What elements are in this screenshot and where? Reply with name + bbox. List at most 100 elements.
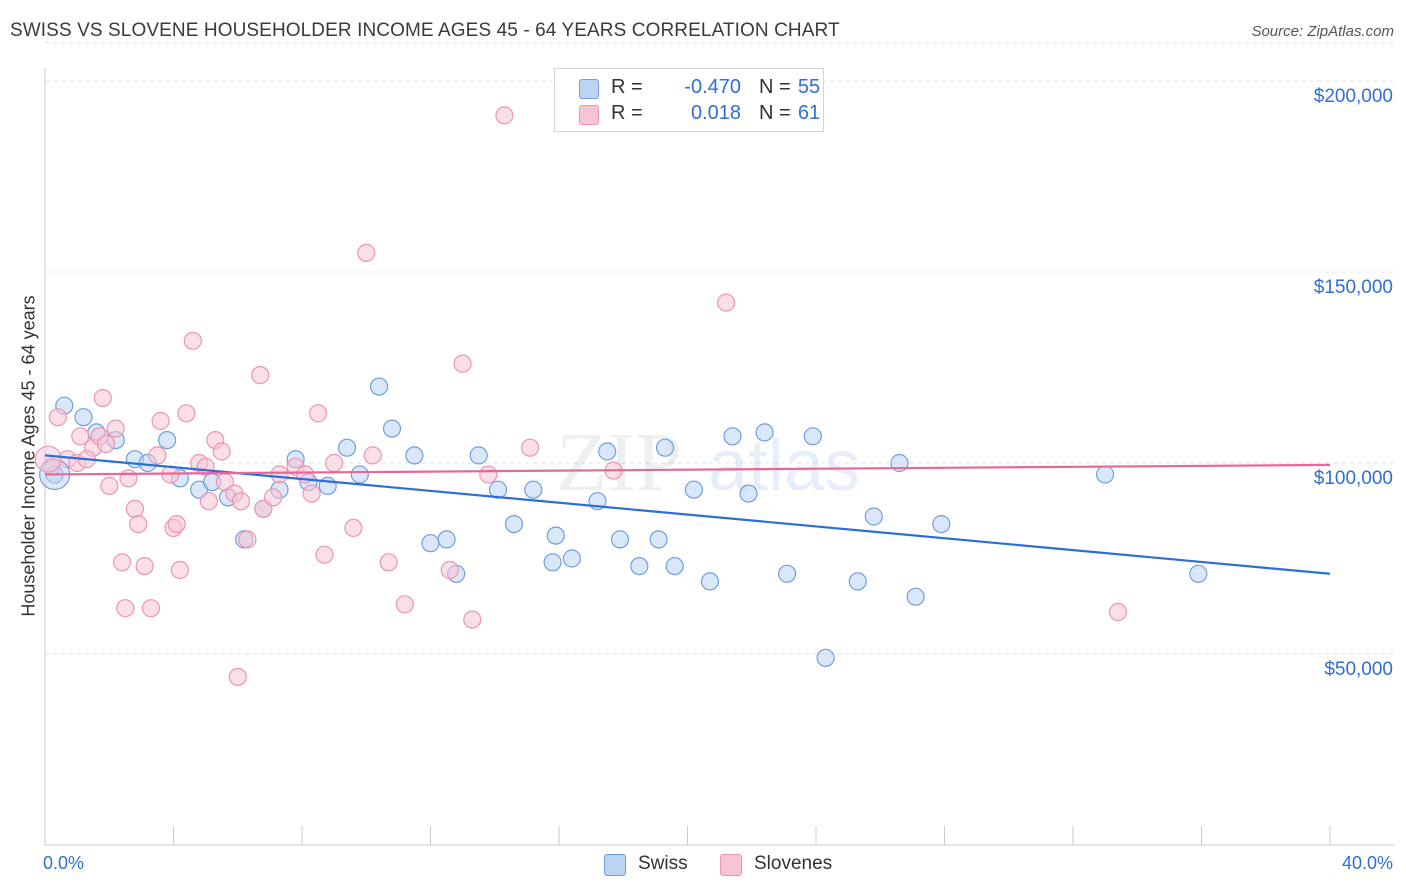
slovenes-point <box>106 419 125 438</box>
swiss-point <box>739 484 758 503</box>
slovenes-point <box>170 560 189 580</box>
slovenes-point <box>238 530 257 549</box>
slovenes-point <box>463 610 482 629</box>
bottom-legend-label: Slovenes <box>754 853 833 874</box>
slovenes-point <box>112 553 132 572</box>
chart-title: SWISS VS SLOVENE HOUSEHOLDER INCOME AGES… <box>10 20 840 41</box>
slovenes-point-cluster <box>34 445 62 473</box>
swiss-point <box>405 446 424 465</box>
swiss-point <box>543 553 562 572</box>
bottom-legend-label: Swiss <box>638 853 688 874</box>
swiss-point <box>546 526 565 545</box>
slovenes-point <box>96 434 116 453</box>
slovenes-point <box>453 354 472 373</box>
swiss-point <box>655 438 675 457</box>
data-points <box>34 106 1208 687</box>
y-tick-label: $100,000 <box>1313 468 1393 489</box>
slovenes-point <box>119 469 138 488</box>
legend-n-label: N = <box>759 76 791 98</box>
legend-r-label: R = <box>611 102 643 124</box>
slovenes-point <box>93 389 112 408</box>
slovenes-point <box>363 446 382 465</box>
slovenes-point <box>315 545 334 564</box>
swiss-point <box>382 419 402 438</box>
swiss-point <box>524 480 543 499</box>
bottom-legend-swatch-slovenes <box>720 854 742 876</box>
slovenes-point <box>270 465 289 484</box>
trend-lines <box>44 454 1331 575</box>
swiss-point <box>816 648 835 667</box>
slovenes-point <box>1108 602 1128 622</box>
swiss-point <box>700 572 720 591</box>
swiss-point <box>1095 465 1115 484</box>
slovenes-point <box>71 427 90 446</box>
source-label: Source: ZipAtlas.com <box>1251 23 1394 40</box>
swiss-point <box>630 556 649 576</box>
slovenes-point <box>357 243 376 262</box>
legend-n-label: N = <box>759 102 791 124</box>
swiss-point <box>562 549 582 568</box>
slovenes-point <box>135 556 154 576</box>
swiss-point <box>469 446 488 465</box>
slovenes-point <box>325 453 344 473</box>
slovenes-point <box>309 404 328 423</box>
y-tick-label: $50,000 <box>1324 659 1393 680</box>
slovenes-point <box>116 599 135 618</box>
slovenes-point <box>495 106 514 125</box>
swiss-point <box>755 423 774 442</box>
swiss-trend-line <box>44 454 1331 575</box>
swiss-point <box>350 465 369 484</box>
legend-r-label: R = <box>611 76 643 98</box>
y-tick-label: $150,000 <box>1313 277 1393 298</box>
x-tick-label-min: 0.0% <box>43 853 85 873</box>
slovenes-point <box>199 492 218 511</box>
swiss-point <box>370 377 389 396</box>
slovenes-trend-line <box>44 463 1331 476</box>
slovenes-point <box>183 331 202 350</box>
swiss-point <box>337 438 357 457</box>
slovenes-point <box>148 446 167 465</box>
slovenes-point <box>379 553 398 572</box>
legend-swatch-slovenes <box>579 105 599 125</box>
slovenes-point <box>251 366 270 385</box>
slovenes-point <box>125 499 144 518</box>
swiss-point <box>777 564 797 583</box>
legend-swatch-swiss <box>579 79 599 99</box>
swiss-point <box>848 572 867 591</box>
slovenes-point <box>440 560 459 580</box>
slovenes-point <box>151 411 170 431</box>
slovenes-point <box>48 408 68 427</box>
swiss-point <box>649 530 668 549</box>
swiss-point <box>437 530 456 549</box>
swiss-point <box>864 507 883 526</box>
slovenes-point <box>520 438 540 457</box>
y-axis-label: Householder Income Ages 45 - 64 years <box>18 295 39 617</box>
slovenes-point <box>177 404 196 423</box>
swiss-point <box>1189 564 1208 583</box>
slovenes-point <box>129 514 148 534</box>
legend-r-value: -0.470 <box>684 76 741 98</box>
y-tick-label: $200,000 <box>1313 86 1393 107</box>
legend-r-value: 0.018 <box>690 102 741 124</box>
legend-n-value: 55 <box>797 76 821 98</box>
slovenes-point <box>141 599 161 618</box>
swiss-point <box>665 556 684 576</box>
slovenes-point <box>228 667 247 687</box>
swiss-point <box>932 514 951 534</box>
x-tick-label-max: 40.0% <box>1341 853 1393 873</box>
slovenes-point <box>302 484 321 503</box>
swiss-point <box>610 530 630 549</box>
bottom-legend-swatch-swiss <box>604 854 626 876</box>
slovenes-point <box>167 514 186 534</box>
gridlines <box>45 42 1395 655</box>
swiss-point <box>74 408 93 427</box>
swiss-point <box>684 480 704 499</box>
slovenes-point <box>344 518 363 538</box>
swiss-point <box>803 427 822 446</box>
swiss-point <box>504 514 524 534</box>
slovenes-point <box>264 488 283 507</box>
legend-n-value: 61 <box>797 102 821 124</box>
swiss-point <box>598 442 617 461</box>
slovenes-point <box>479 465 498 484</box>
